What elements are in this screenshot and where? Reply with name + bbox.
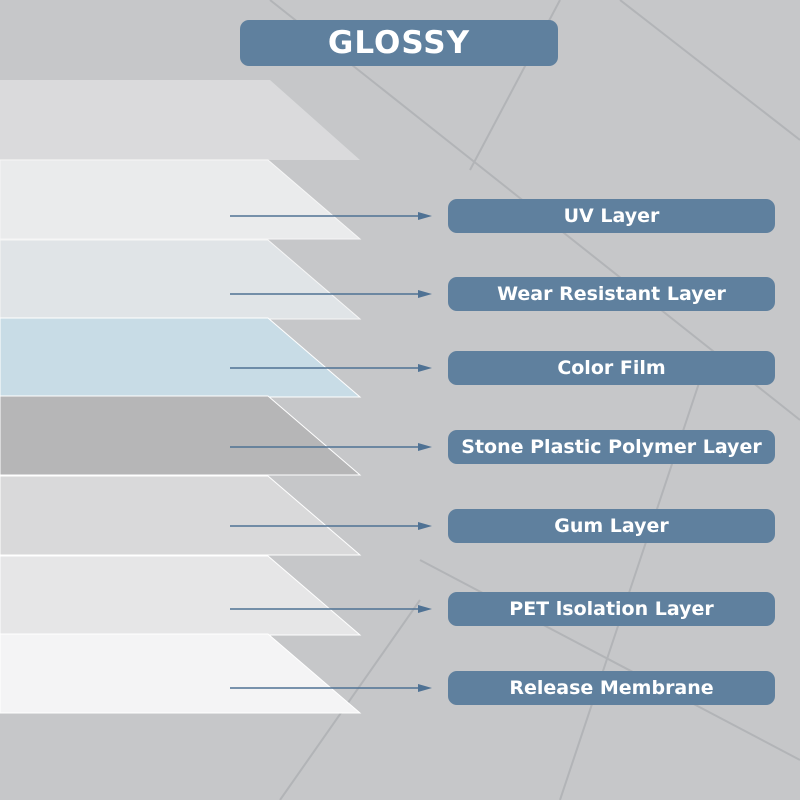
layer-label: Wear Resistant Layer xyxy=(448,277,775,311)
arrow-head-icon xyxy=(418,443,432,451)
layer-sheet xyxy=(0,475,362,556)
layer-sheet xyxy=(0,395,362,476)
arrow-head-icon xyxy=(418,290,432,298)
layer-label: PET lsolation Layer xyxy=(448,592,775,626)
arrow-head-icon xyxy=(418,364,432,372)
layer-sheet xyxy=(0,317,362,398)
arrow-head-icon xyxy=(418,684,432,692)
layer-label: Color Film xyxy=(448,351,775,385)
layer-label: Gum Layer xyxy=(448,509,775,543)
glossy-top-sheet xyxy=(0,80,360,160)
layer-label: Release Membrane xyxy=(448,671,775,705)
layer-sheet xyxy=(0,555,362,636)
layer-label: Stone Plastic Polymer Layer xyxy=(448,430,775,464)
layer-sheet xyxy=(0,633,362,714)
layer-sheet xyxy=(0,159,362,240)
arrow-head-icon xyxy=(418,522,432,530)
arrow-head-icon xyxy=(418,605,432,613)
layer-label: UV Layer xyxy=(448,199,775,233)
layer-sheet xyxy=(0,239,362,320)
arrow-head-icon xyxy=(418,212,432,220)
page-title: GLOSSY xyxy=(240,20,558,66)
